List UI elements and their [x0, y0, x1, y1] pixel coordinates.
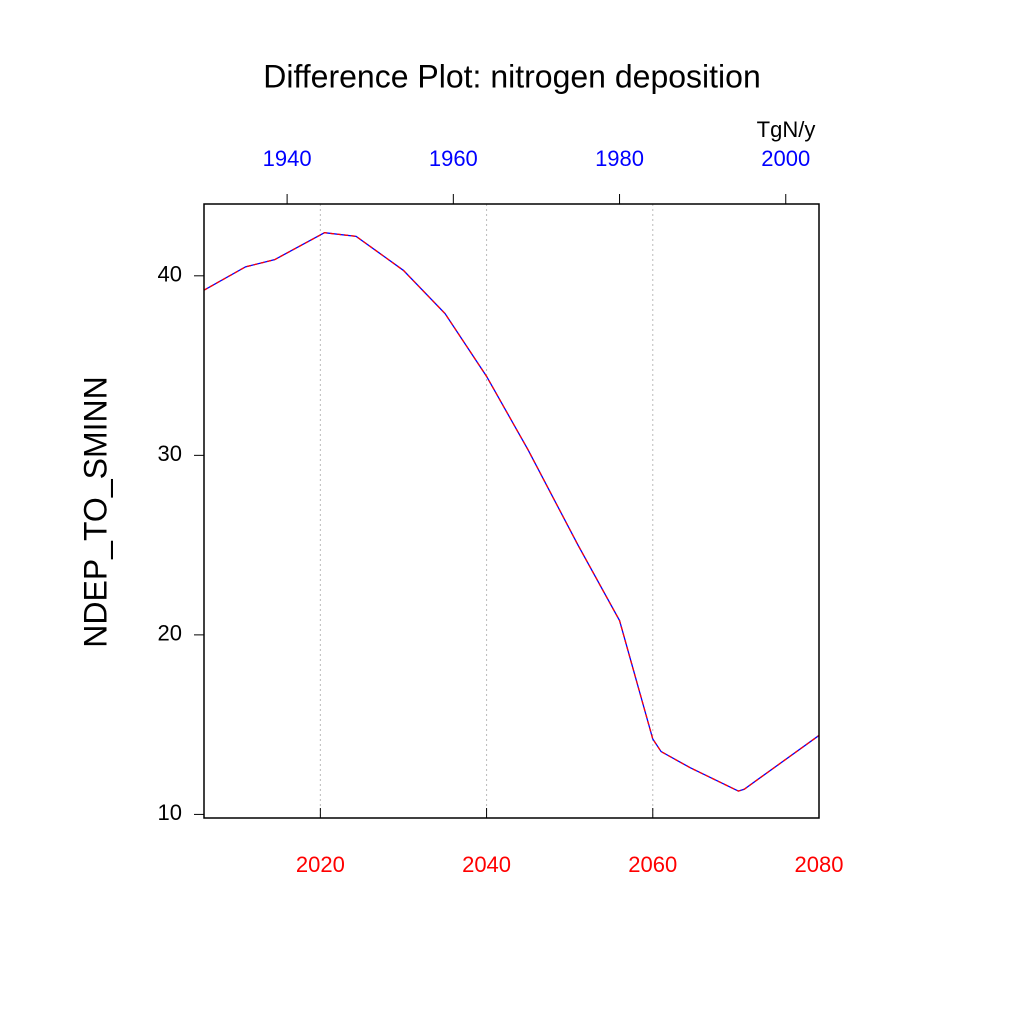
series-line — [203, 232, 820, 792]
x-tick-label: 2060 — [628, 852, 677, 877]
x-tick-label: 2020 — [296, 852, 345, 877]
x2-tick-label: 1960 — [429, 146, 478, 171]
x2-tick-label: 2000 — [761, 146, 810, 171]
unit-label: TgN/y — [757, 117, 816, 142]
y-axis-label: NDEP_TO_SMINN — [77, 376, 113, 647]
y-tick-label: 40 — [158, 262, 182, 287]
y-tick-label: 10 — [158, 800, 182, 825]
y-tick-label: 20 — [158, 621, 182, 646]
series-line — [203, 232, 820, 792]
chart-title: Difference Plot: nitrogen deposition — [263, 58, 761, 94]
x2-tick-label: 1940 — [263, 146, 312, 171]
x-tick-label: 2040 — [462, 852, 511, 877]
x-tick-label: 2080 — [795, 852, 844, 877]
y-tick-label: 30 — [158, 441, 182, 466]
plot-frame — [203, 203, 820, 819]
x2-tick-label: 1980 — [595, 146, 644, 171]
